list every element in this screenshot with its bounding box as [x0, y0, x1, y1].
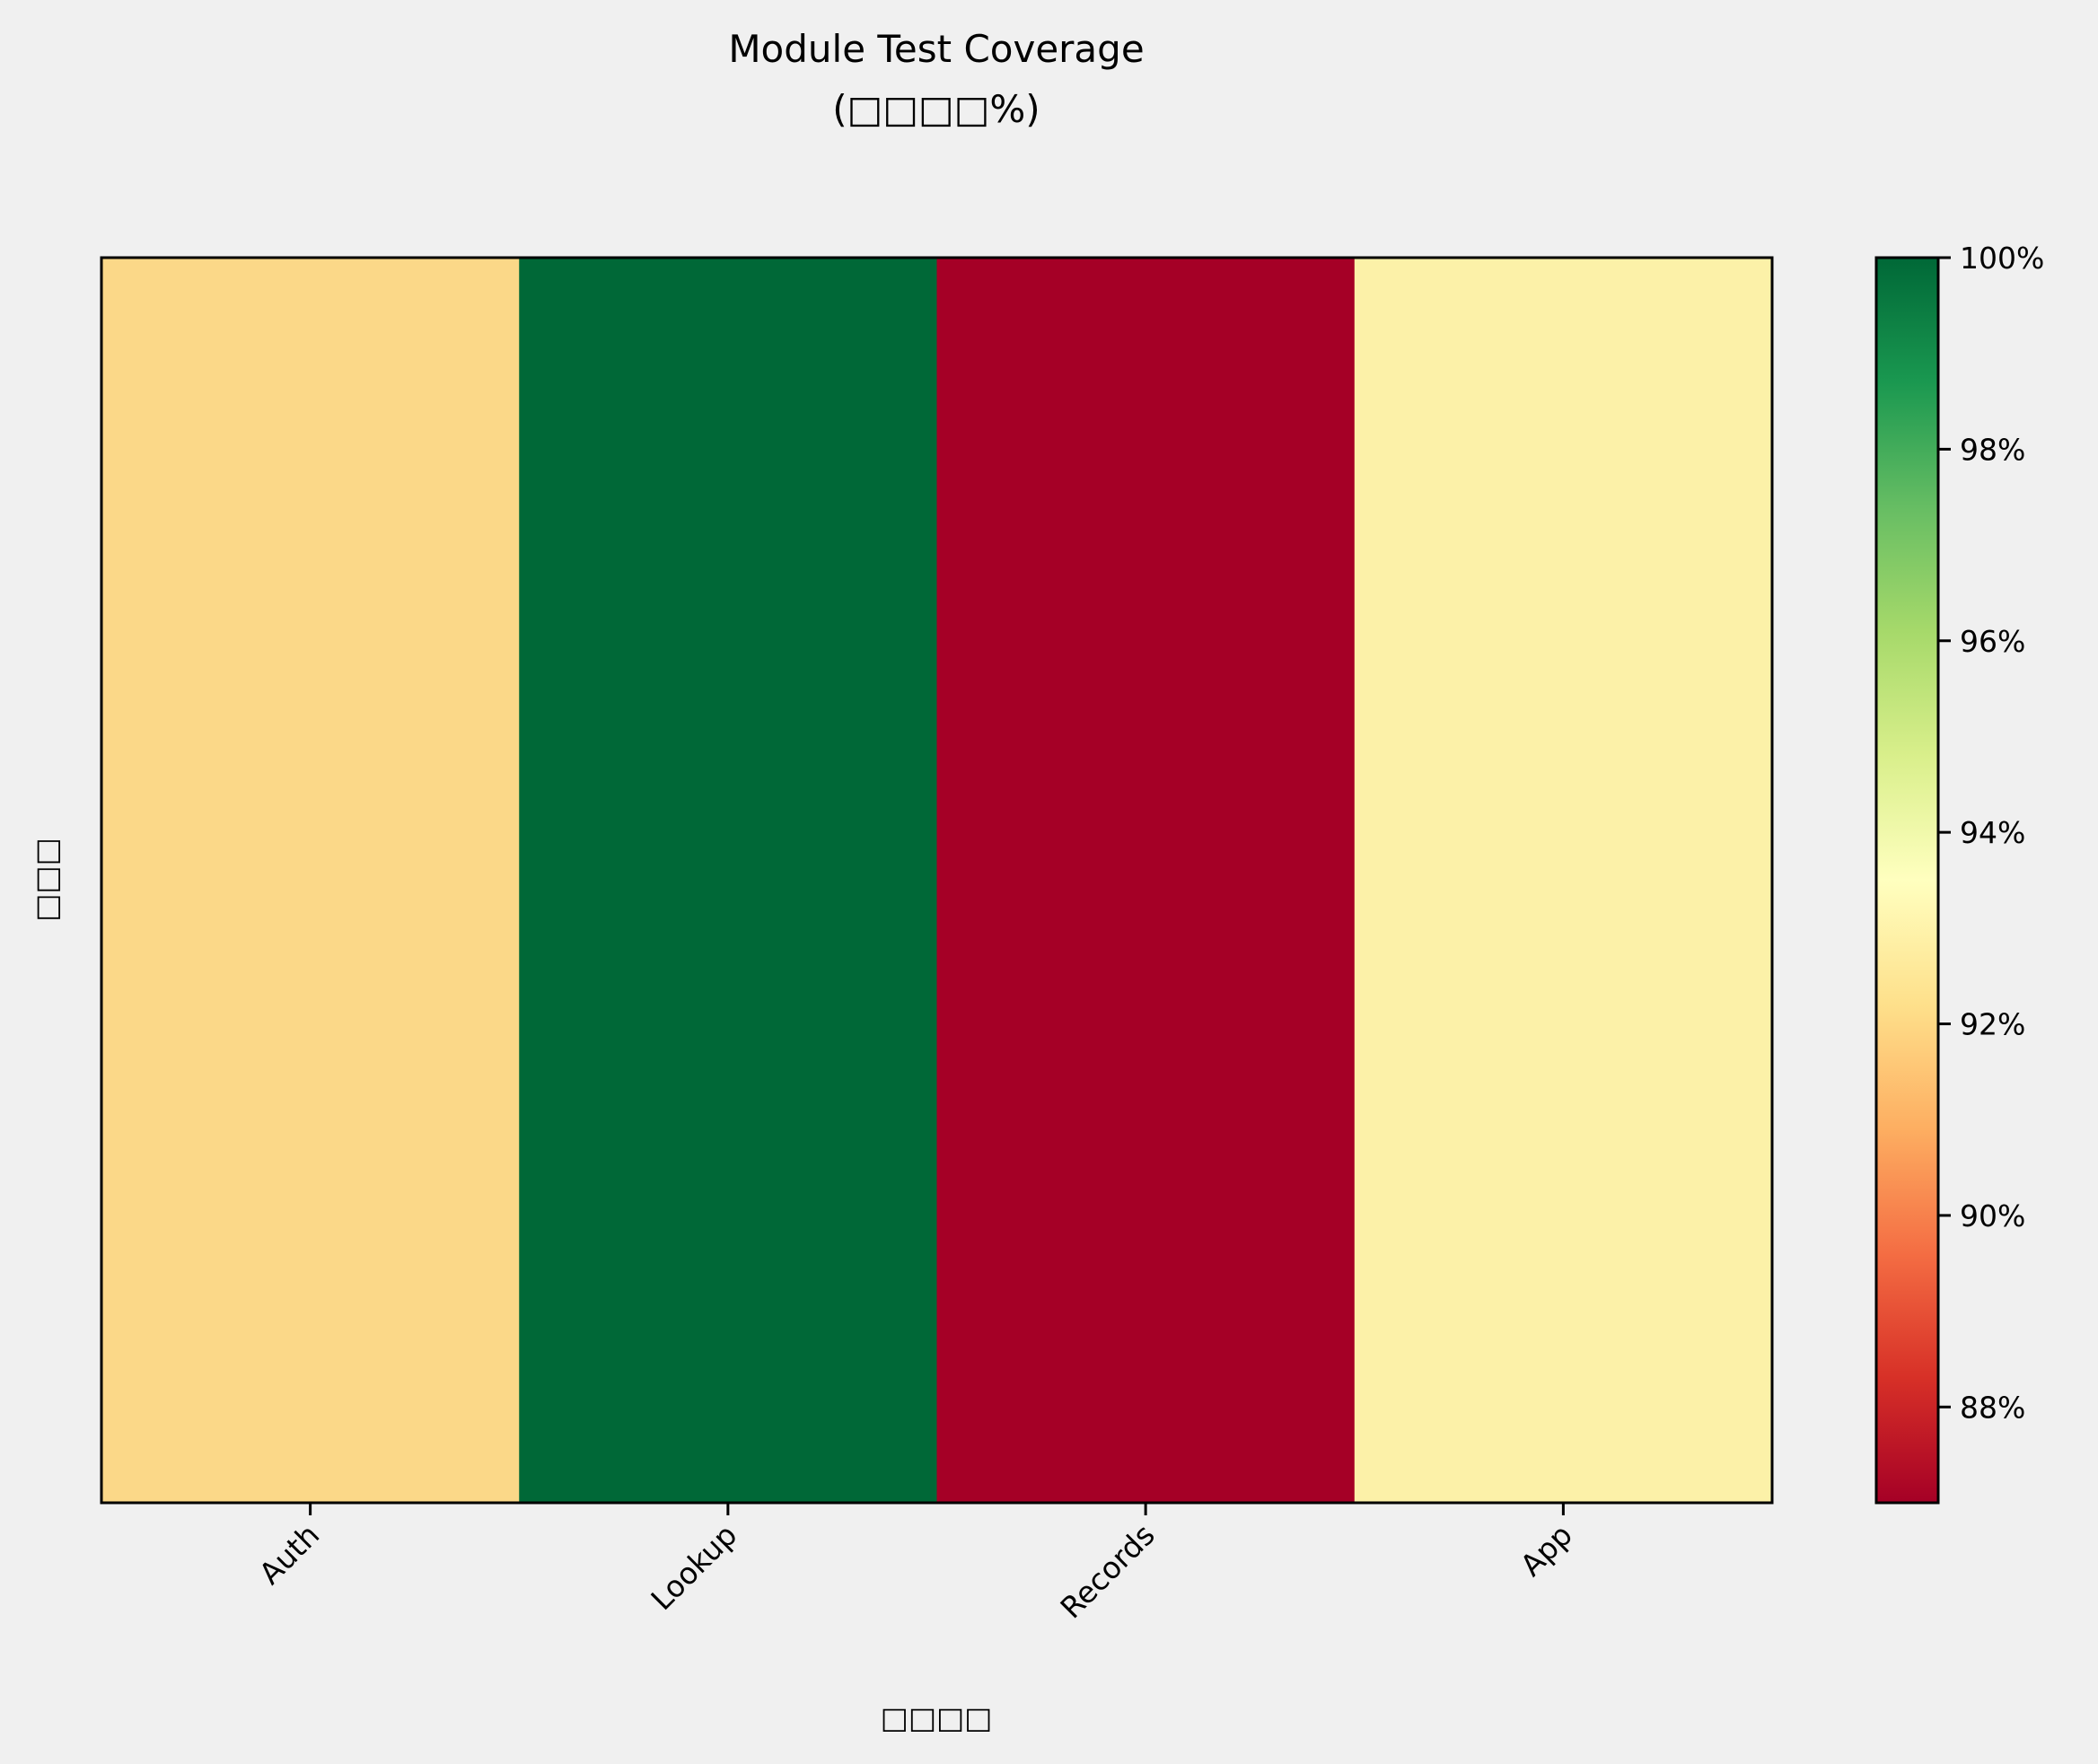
- colorbar-ticks: 88% 90% 92% 94% 96% 98% 100%: [1938, 241, 2044, 1425]
- x-tick-label-records: Records: [1053, 1517, 1161, 1625]
- heatmap-cell-auth: [101, 258, 520, 1503]
- chart-subtitle: (□□□□%): [832, 87, 1040, 131]
- plot-frame: [100, 256, 1774, 1505]
- colorbar-tick-label: 94%: [1960, 815, 2025, 850]
- colorbar-tick-label: 88%: [1960, 1390, 2025, 1425]
- y-axis-label: □□□: [29, 838, 64, 922]
- x-tick-label-app: App: [1514, 1517, 1579, 1583]
- colorbar-tick-label: 98%: [1960, 432, 2025, 467]
- colorbar-tick-label: 92%: [1960, 1007, 2025, 1042]
- chart-title: Module Test Coverage: [728, 27, 1144, 71]
- heatmap-cells: [101, 258, 1773, 1503]
- colorbar: [1874, 256, 1940, 1505]
- x-tick-label-auth: Auth: [252, 1517, 326, 1591]
- heatmap-cell-lookup: [519, 258, 937, 1503]
- x-axis-ticks: Auth Lookup Records App: [252, 1503, 1579, 1625]
- colorbar-tick-label: 96%: [1960, 624, 2025, 659]
- heatmap-cell-app: [1354, 258, 1773, 1503]
- x-tick-label-lookup: Lookup: [644, 1517, 743, 1617]
- heatmap-cell-records: [936, 258, 1356, 1503]
- colorbar-tick-label: 100%: [1960, 241, 2044, 276]
- colorbar-tick-label: 90%: [1960, 1198, 2025, 1233]
- x-axis-label: □□□□: [881, 1700, 993, 1735]
